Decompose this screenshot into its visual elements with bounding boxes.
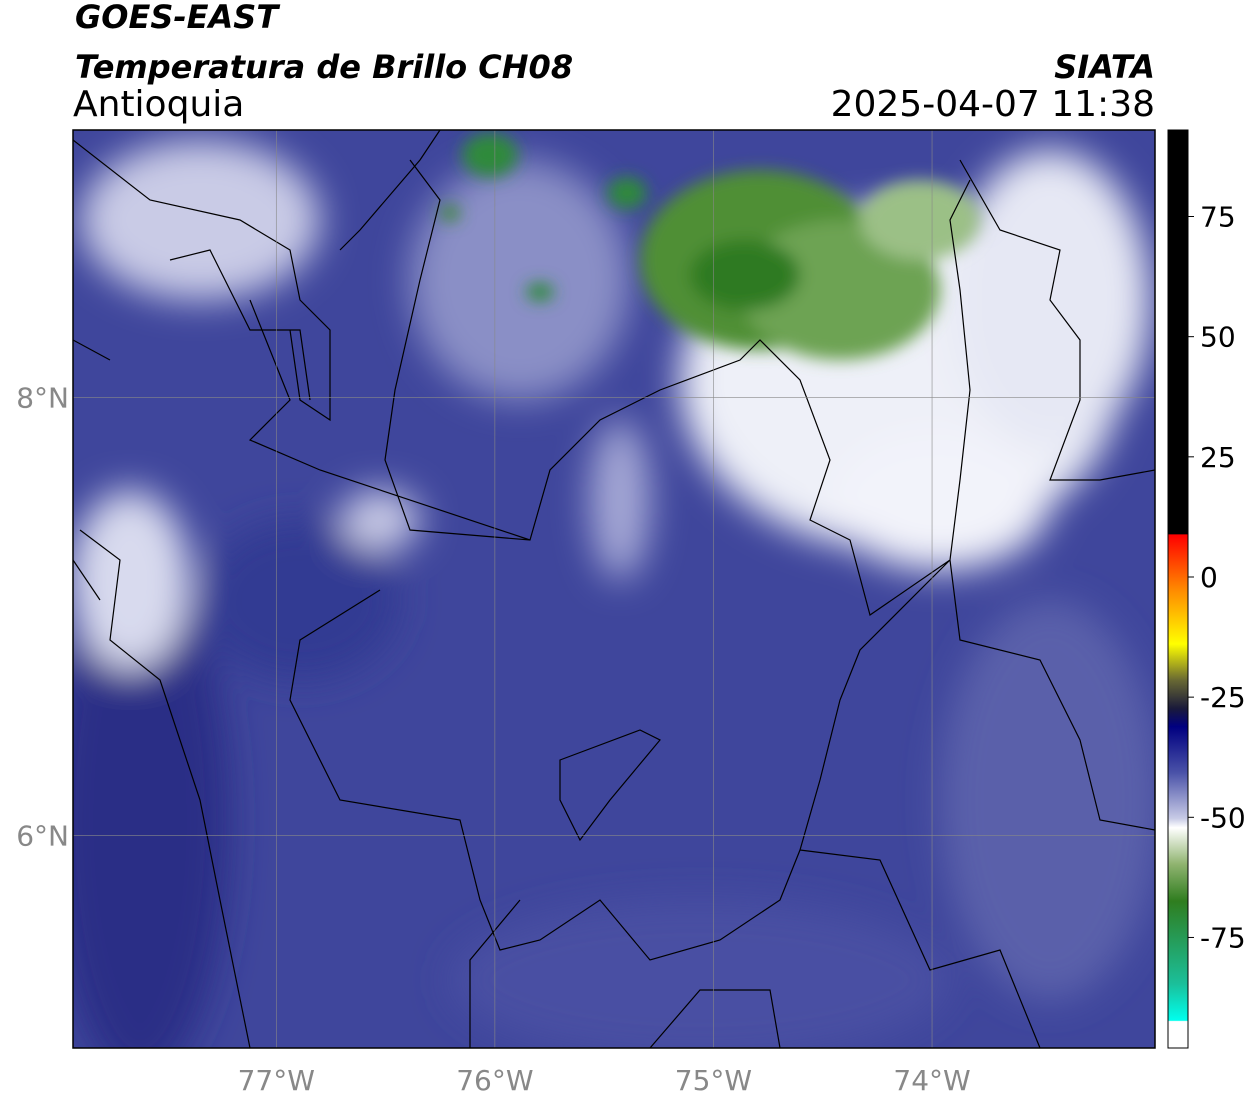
map-imagery — [73, 130, 1155, 1048]
colorbar-tick-label: 75 — [1200, 201, 1236, 234]
source: SIATA — [1054, 48, 1155, 86]
satellite-title: GOES-EAST — [75, 0, 280, 36]
colorbar-tick-label: 0 — [1200, 561, 1218, 594]
colorbar-tick-label: -25 — [1200, 681, 1246, 714]
x-tick-label: 74°W — [893, 1064, 970, 1097]
department-border — [79, 159, 1155, 1048]
x-tick-label: 75°W — [675, 1064, 752, 1097]
colorbar-tick-label: -50 — [1200, 801, 1246, 834]
colorbar-tick-label: 50 — [1200, 321, 1236, 354]
x-tick-label: 76°W — [456, 1064, 533, 1097]
y-tick-label: 6°N — [16, 819, 69, 852]
timestamp: 2025-04-07 11:38 — [831, 84, 1155, 125]
region: Antioquia — [73, 84, 244, 125]
coastline — [73, 130, 441, 601]
colorbar — [1167, 129, 1189, 1049]
y-tick-label: 8°N — [16, 381, 69, 414]
grid — [73, 130, 1155, 1048]
colorbar-tick-label: -75 — [1200, 921, 1246, 954]
map-frame — [72, 129, 1156, 1049]
product-title: Temperatura de Brillo CH08 — [75, 48, 573, 86]
colorbar-tick-label: 25 — [1200, 441, 1236, 474]
x-tick-label: 77°W — [238, 1064, 315, 1097]
